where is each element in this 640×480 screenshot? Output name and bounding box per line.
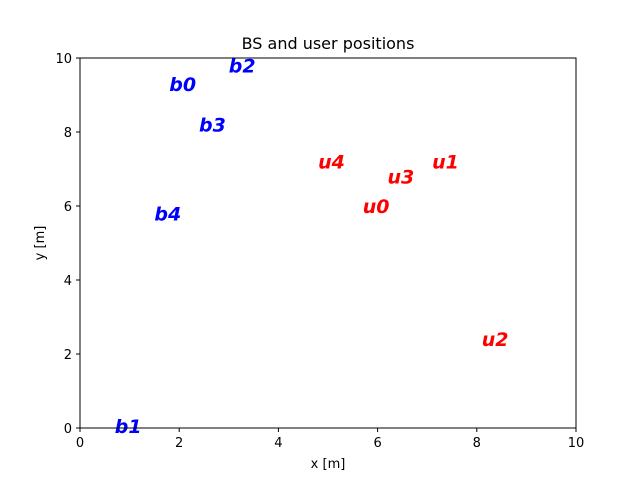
y-tick-label: 4 [64, 274, 72, 289]
y-tick-label: 2 [64, 348, 72, 363]
point-label-b3: b3 [199, 115, 226, 137]
x-tick-label: 8 [473, 436, 481, 451]
y-tick-label: 6 [64, 200, 72, 215]
point-label-b0: b0 [169, 74, 196, 96]
y-axis: 0 2 4 6 8 10 [55, 52, 80, 437]
point-label-b2: b2 [229, 55, 256, 77]
point-label-u0: u0 [363, 196, 390, 218]
x-axis-label: x [m] [311, 457, 346, 472]
point-label-u3: u3 [388, 166, 415, 188]
y-tick-label: 0 [64, 422, 72, 437]
x-tick-label: 10 [568, 436, 585, 451]
point-label-b4: b4 [154, 203, 181, 225]
x-tick-label: 2 [175, 436, 183, 451]
x-axis: 0 2 4 6 8 10 [76, 428, 584, 451]
y-tick-label: 8 [64, 126, 72, 141]
x-tick-label: 0 [76, 436, 84, 451]
y-axis-label: y [m] [33, 226, 48, 261]
plot-frame [79, 57, 577, 429]
chart-title: BS and user positions [242, 34, 415, 53]
x-tick-label: 4 [274, 436, 282, 451]
y-tick-label: 10 [55, 52, 72, 67]
plot-area: b0 b1 b2 b3 b4 u0 u1 u2 u3 u4 [115, 55, 509, 438]
point-label-u1: u1 [432, 152, 459, 174]
point-label-b1: b1 [115, 416, 142, 438]
point-label-u2: u2 [482, 329, 509, 351]
point-label-u4: u4 [318, 152, 345, 174]
x-tick-label: 6 [373, 436, 381, 451]
